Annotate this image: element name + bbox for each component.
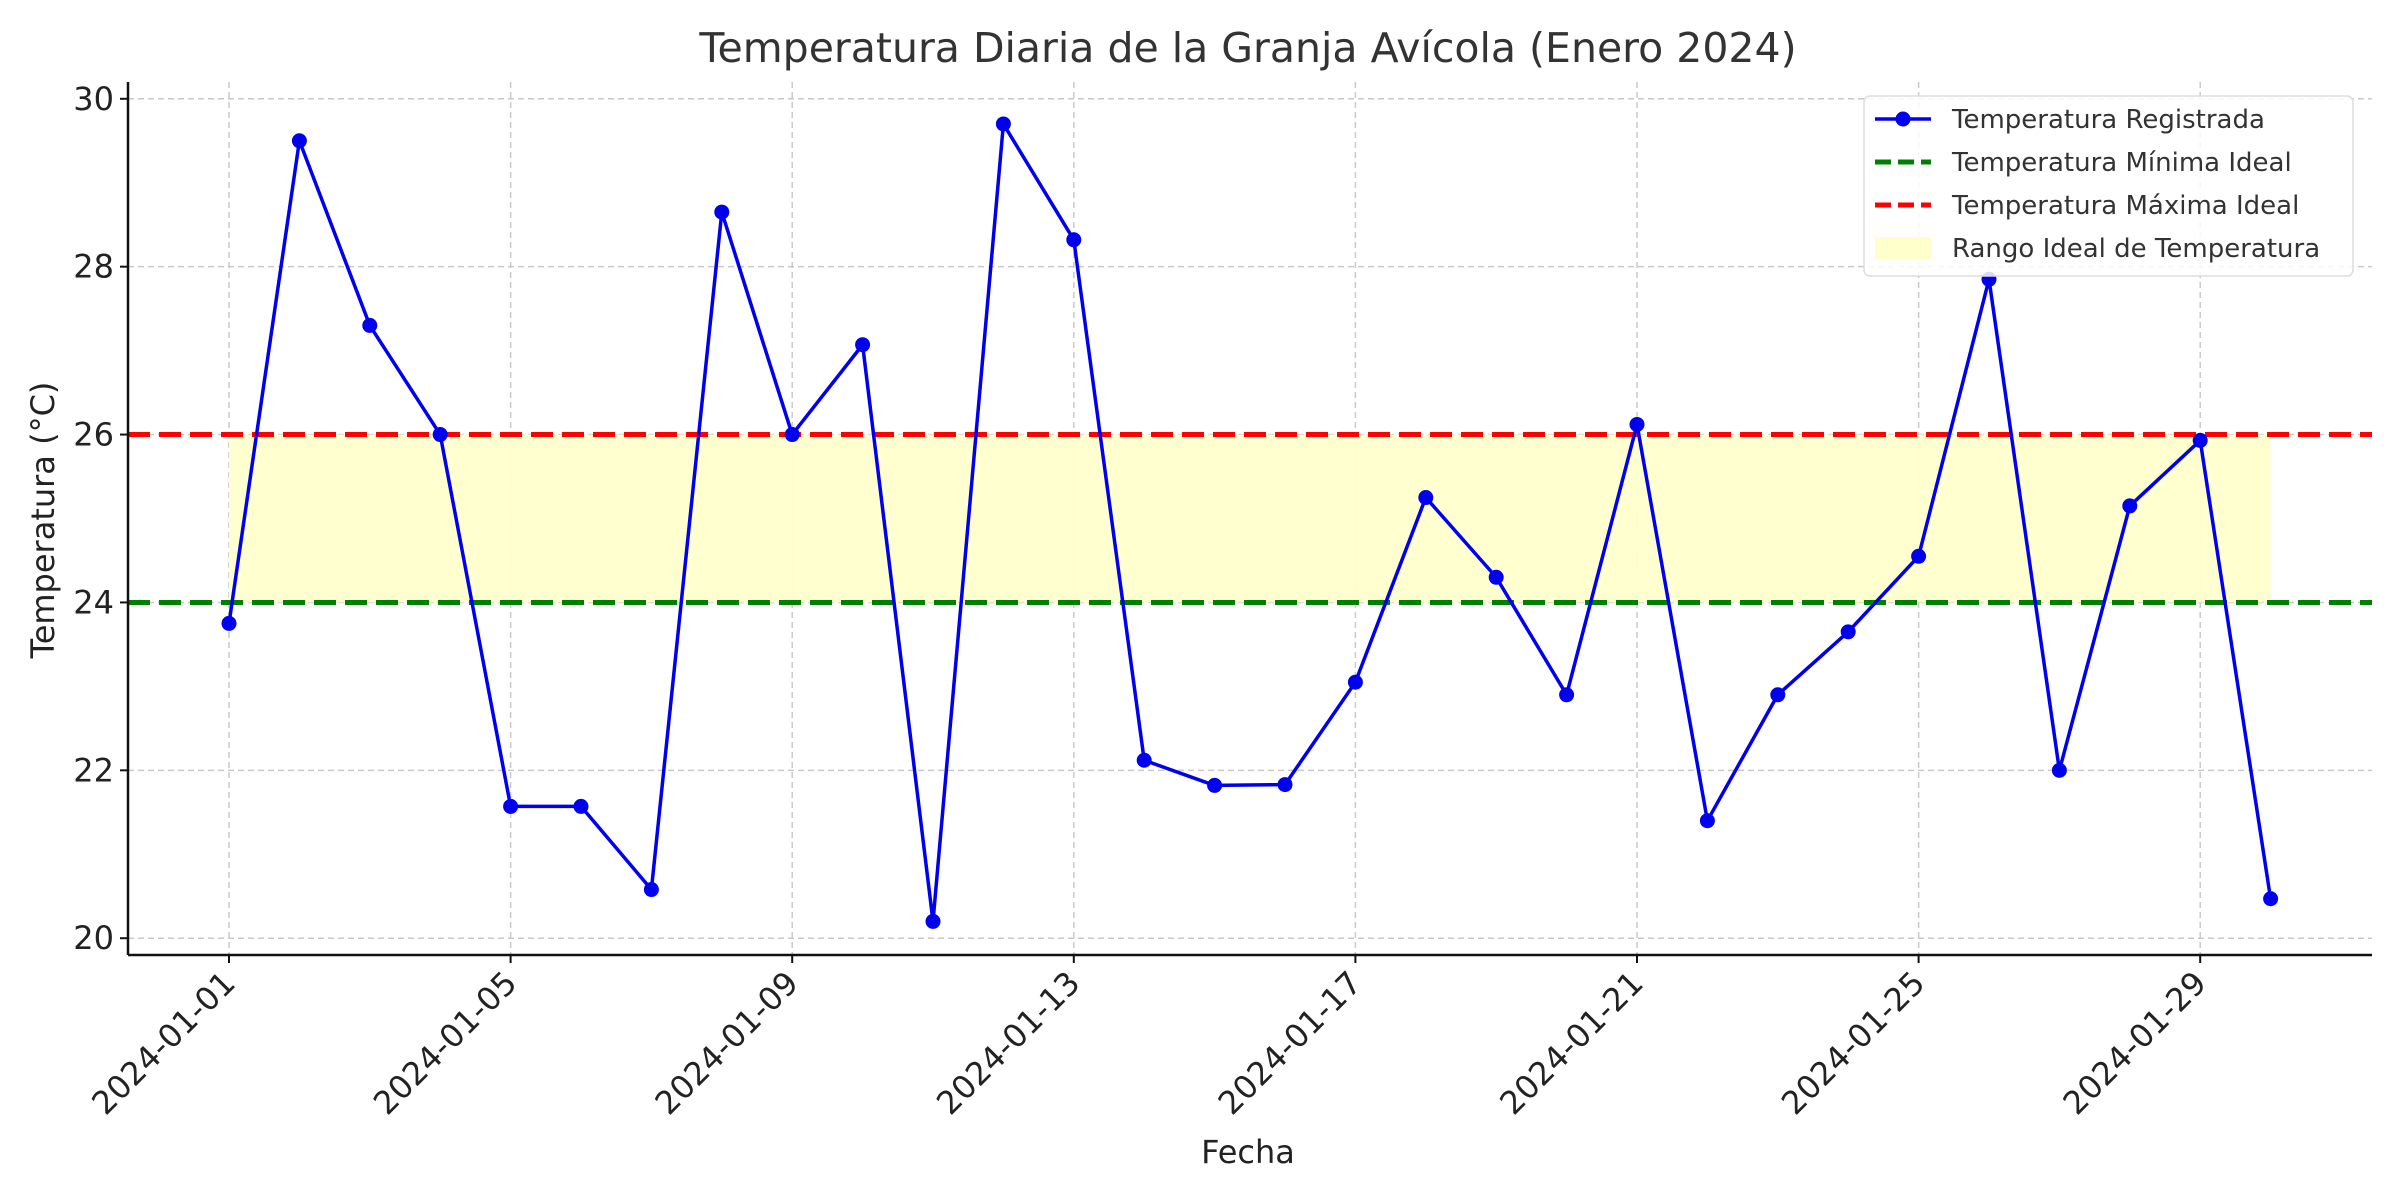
data-point	[1629, 416, 1645, 432]
data-point	[1277, 777, 1293, 793]
data-point	[1559, 687, 1575, 703]
data-point	[1207, 777, 1223, 793]
data-point	[1347, 674, 1363, 690]
data-point	[291, 133, 307, 149]
data-point	[573, 798, 589, 814]
x-tick-label: 2024-01-25	[1774, 964, 1932, 1122]
data-point	[2051, 762, 2067, 778]
data-point	[2122, 498, 2138, 514]
data-point	[925, 913, 941, 929]
chart-title: Temperatura Diaria de la Granja Avícola …	[698, 24, 1796, 72]
data-point	[1840, 624, 1856, 640]
x-axis-label: Fecha	[1201, 1133, 1295, 1171]
legend-label-band: Rango Ideal de Temperatura	[1952, 234, 2320, 264]
legend-frame	[1863, 95, 2354, 277]
data-point	[1770, 687, 1786, 703]
data-point	[1911, 548, 1927, 564]
data-point	[1418, 490, 1434, 506]
data-point	[2263, 891, 2279, 907]
data-point	[855, 337, 871, 353]
x-tick-label: 2024-01-13	[929, 964, 1087, 1122]
x-tick-label: 2024-01-05	[366, 964, 524, 1122]
y-tick-label: 24	[73, 583, 114, 621]
data-point	[1488, 569, 1504, 585]
x-tick-label: 2024-01-09	[647, 964, 805, 1122]
x-tick-label: 2024-01-17	[1211, 964, 1369, 1122]
data-point	[995, 116, 1011, 132]
legend-label-reference: Temperatura Máxima Ideal	[1951, 191, 2299, 221]
x-tick-label: 2024-01-29	[2055, 964, 2213, 1122]
legend-marker-series	[1895, 111, 1911, 127]
data-point	[784, 427, 800, 443]
legend-label-reference: Temperatura Mínima Ideal	[1951, 148, 2292, 178]
y-tick-label: 20	[73, 919, 114, 957]
y-tick-label: 30	[73, 80, 114, 118]
ideal-range-band	[229, 434, 2271, 603]
temperature-series-line	[227, 122, 2273, 924]
y-tick-label: 26	[73, 416, 114, 454]
x-tick-label: 2024-01-21	[1492, 964, 1650, 1122]
data-point	[432, 427, 448, 443]
legend: Temperatura Registrada Temperatura Mínima…	[1863, 95, 2354, 277]
data-point	[714, 204, 730, 220]
data-point	[1136, 752, 1152, 768]
y-tick-label: 28	[73, 248, 114, 286]
data-point	[2192, 432, 2208, 448]
x-tick-label: 2024-01-01	[84, 964, 242, 1122]
legend-label-series: Temperatura Registrada	[1951, 105, 2265, 135]
legend-swatch-band	[1875, 237, 1931, 259]
data-point	[1699, 813, 1715, 829]
data-point	[221, 615, 237, 631]
y-axis-label: Temperatura (°C)	[24, 382, 62, 660]
data-point	[1066, 232, 1082, 248]
y-tick-label: 22	[73, 751, 114, 789]
data-point	[503, 798, 519, 814]
data-point	[643, 882, 659, 898]
data-point	[362, 317, 378, 333]
